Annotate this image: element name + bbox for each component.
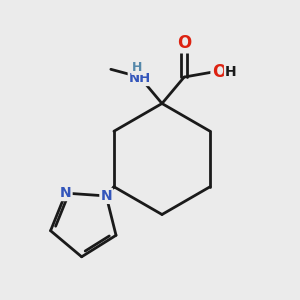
Text: O: O [177,34,191,52]
Text: O: O [212,63,226,81]
Text: H: H [132,61,142,74]
Text: H: H [225,65,237,79]
Text: N: N [60,186,72,200]
Text: N: N [100,189,112,203]
Text: NH: NH [129,72,151,85]
